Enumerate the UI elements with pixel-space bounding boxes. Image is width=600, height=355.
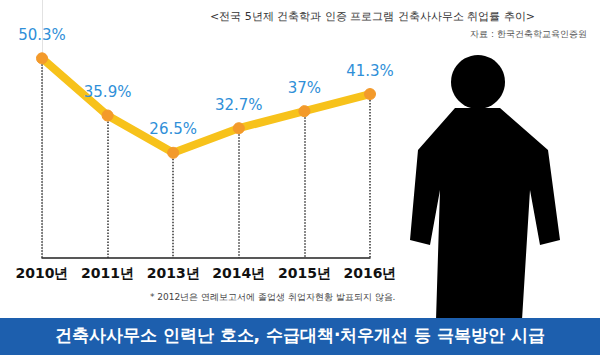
svg-text:2010년: 2010년 (16, 265, 69, 281)
svg-text:2015년: 2015년 (278, 265, 331, 281)
svg-text:50.3%: 50.3% (18, 26, 66, 44)
svg-text:41.3%: 41.3% (346, 62, 394, 80)
svg-text:35.9%: 35.9% (84, 83, 132, 101)
svg-text:건축사사무소 인력난 호소, 수급대책·처우개선 등 극복방: 건축사사무소 인력난 호소, 수급대책·처우개선 등 극복방안 시급 (55, 325, 545, 345)
svg-text:2016년: 2016년 (344, 265, 397, 281)
svg-text:37%: 37% (288, 79, 321, 97)
svg-text:자료 : 한국건축학교육인증원: 자료 : 한국건축학교육인증원 (470, 29, 587, 39)
svg-text:32.7%: 32.7% (215, 96, 263, 114)
svg-text:2014년: 2014년 (212, 265, 265, 281)
svg-text:26.5%: 26.5% (149, 120, 197, 138)
svg-text:2011년: 2011년 (81, 265, 134, 281)
svg-text:<전국 5년제 건축학과 인증 프로그램 건축사사무소 취업: <전국 5년제 건축학과 인증 프로그램 건축사사무소 취업률 추이> (210, 10, 535, 23)
svg-text:* 2012년은 연례보고서에 졸업생 취업자현황 발표되지: * 2012년은 연례보고서에 졸업생 취업자현황 발표되지 않음. (150, 292, 395, 302)
svg-text:2013년: 2013년 (147, 265, 200, 281)
